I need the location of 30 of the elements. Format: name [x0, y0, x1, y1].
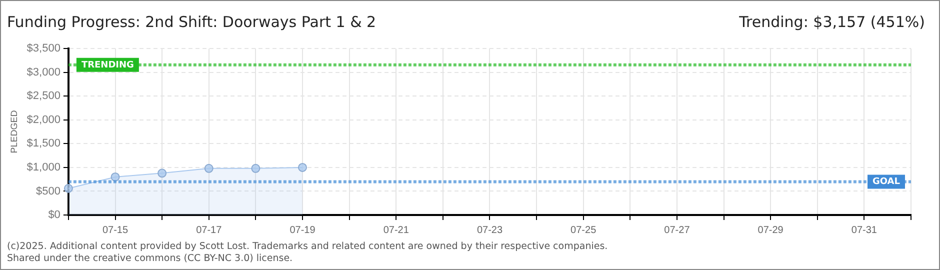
- y-axis-title: PLEDGED: [8, 110, 19, 154]
- point: [251, 164, 260, 173]
- point: [158, 168, 167, 178]
- y-tick-label: $500: [36, 185, 60, 198]
- text: Shared under the creative commons (CC BY-NC 3.0) license.: [7, 253, 294, 265]
- x-tick-label: 07-27: [664, 224, 690, 236]
- x-tick-label: 07-21: [383, 224, 410, 236]
- point: [110, 172, 120, 182]
- x-tick-label: 07-29: [758, 224, 784, 236]
- y-tick-label: $3,500: [26, 42, 60, 55]
- x-tick-label: 07-25: [570, 224, 597, 236]
- point: [204, 164, 214, 173]
- x-tick-label: 07-31: [851, 224, 878, 236]
- x-tick-label: 07-15: [102, 224, 128, 236]
- chart-title: Funding Progress: 2nd Shift: Doorways Part 1 & 2: [7, 13, 376, 31]
- y-tick-label: $1,500: [26, 138, 60, 150]
- y-tick-label: $2,000: [26, 114, 60, 126]
- x-tick-label: 07-23: [476, 224, 503, 236]
- point: [64, 184, 73, 193]
- y-tick-label: $1,000: [26, 161, 60, 174]
- y-tick-label: $3,000: [26, 66, 60, 78]
- ref-line-label: GOAL: [872, 177, 900, 188]
- y-tick-label: $2,500: [26, 90, 60, 102]
- y-tick-label: $0: [48, 209, 60, 222]
- x-tick-label: 07-17: [196, 224, 222, 236]
- chart-subtitle: Trending: $3,157 (451%): [739, 13, 925, 31]
- ref-line-label: TRENDING: [81, 60, 134, 70]
- x-tick-label: 07-19: [290, 224, 316, 236]
- point: [298, 162, 307, 172]
- text: (c)2025. Additional content provided by Scott Lost. Trademarks and related content are owned by their respective companies.: [7, 241, 608, 253]
